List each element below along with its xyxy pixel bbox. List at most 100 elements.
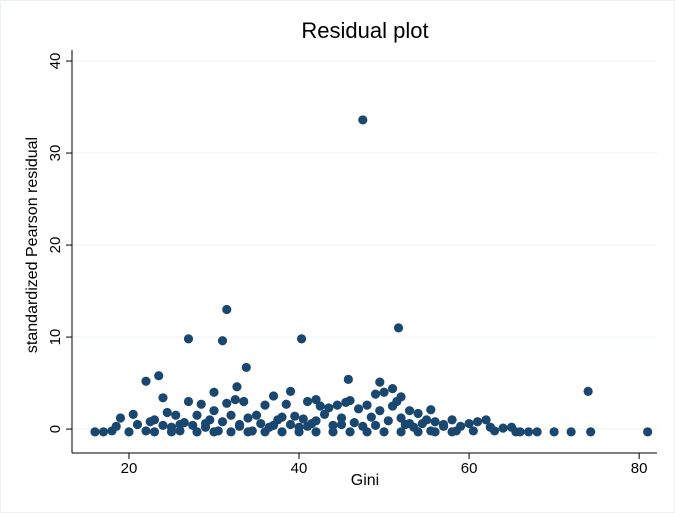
y-tick-label: 20: [47, 237, 64, 254]
point: [311, 427, 321, 437]
point: [387, 383, 398, 394]
point: [234, 419, 245, 430]
point: [566, 427, 576, 437]
x-axis-label: Gini: [351, 472, 379, 489]
point: [128, 409, 138, 419]
point: [90, 427, 100, 437]
point: [345, 427, 355, 437]
point: [302, 421, 313, 431]
point: [421, 415, 432, 425]
point: [362, 400, 372, 410]
point: [217, 417, 228, 427]
point: [268, 391, 279, 401]
point: [239, 396, 249, 407]
point: [375, 406, 385, 416]
point: [302, 396, 313, 407]
point: [349, 418, 359, 428]
point: [209, 406, 219, 416]
y-tick-label: 40: [47, 53, 64, 70]
point: [171, 410, 181, 420]
point: [343, 374, 353, 384]
point: [124, 427, 134, 437]
point: [154, 371, 164, 381]
point: [393, 323, 404, 333]
point: [260, 427, 270, 437]
point: [132, 419, 143, 430]
point: [375, 377, 385, 387]
point: [149, 415, 160, 425]
point: [209, 427, 219, 437]
point: [413, 408, 423, 419]
chart-title: Residual plot: [301, 18, 428, 43]
point: [328, 427, 338, 437]
point: [353, 404, 364, 414]
point: [324, 403, 334, 413]
point: [426, 405, 436, 415]
point: [166, 427, 177, 437]
point: [515, 427, 525, 437]
point: [524, 427, 534, 437]
point: [328, 420, 338, 430]
point: [404, 406, 415, 416]
point: [192, 410, 202, 420]
point: [430, 427, 440, 437]
point: [268, 420, 279, 430]
point: [468, 426, 478, 436]
point: [298, 414, 308, 424]
point: [241, 362, 251, 373]
point: [158, 420, 168, 430]
point: [141, 426, 151, 436]
x-tick-label: 60: [461, 460, 478, 477]
point: [158, 393, 168, 403]
point: [260, 400, 270, 410]
point: [183, 334, 194, 344]
point: [362, 427, 372, 437]
point: [383, 416, 393, 426]
point: [285, 419, 296, 430]
point: [370, 389, 381, 399]
point: [281, 399, 291, 409]
point: [311, 416, 321, 426]
point: [230, 395, 240, 405]
point: [481, 415, 491, 425]
y-tick-label: 10: [47, 329, 64, 346]
point: [232, 382, 242, 392]
point: [438, 419, 449, 430]
point: [472, 417, 483, 427]
point: [455, 421, 466, 431]
point: [464, 418, 474, 429]
point: [549, 427, 559, 437]
point: [332, 400, 342, 410]
point: [115, 413, 126, 423]
point: [296, 334, 307, 344]
point: [370, 420, 381, 430]
point: [294, 427, 304, 437]
point: [222, 398, 232, 408]
point: [336, 413, 347, 423]
x-tick-label: 20: [121, 460, 138, 477]
point: [251, 410, 262, 420]
point: [447, 415, 457, 425]
point: [98, 427, 109, 437]
point: [209, 387, 219, 397]
point: [404, 418, 415, 429]
point: [379, 427, 389, 437]
point: [277, 412, 287, 422]
point: [583, 386, 593, 396]
point: [396, 392, 406, 402]
point: [413, 427, 423, 437]
point: [345, 395, 355, 406]
point: [532, 427, 542, 437]
point: [183, 396, 194, 407]
point: [149, 427, 160, 437]
point: [586, 427, 596, 437]
point: [430, 417, 440, 427]
x-tick-label: 80: [631, 460, 648, 477]
point: [222, 304, 232, 315]
point: [498, 423, 508, 433]
point: [243, 427, 253, 437]
x-tick-label: 40: [291, 460, 308, 477]
point: [141, 376, 151, 386]
